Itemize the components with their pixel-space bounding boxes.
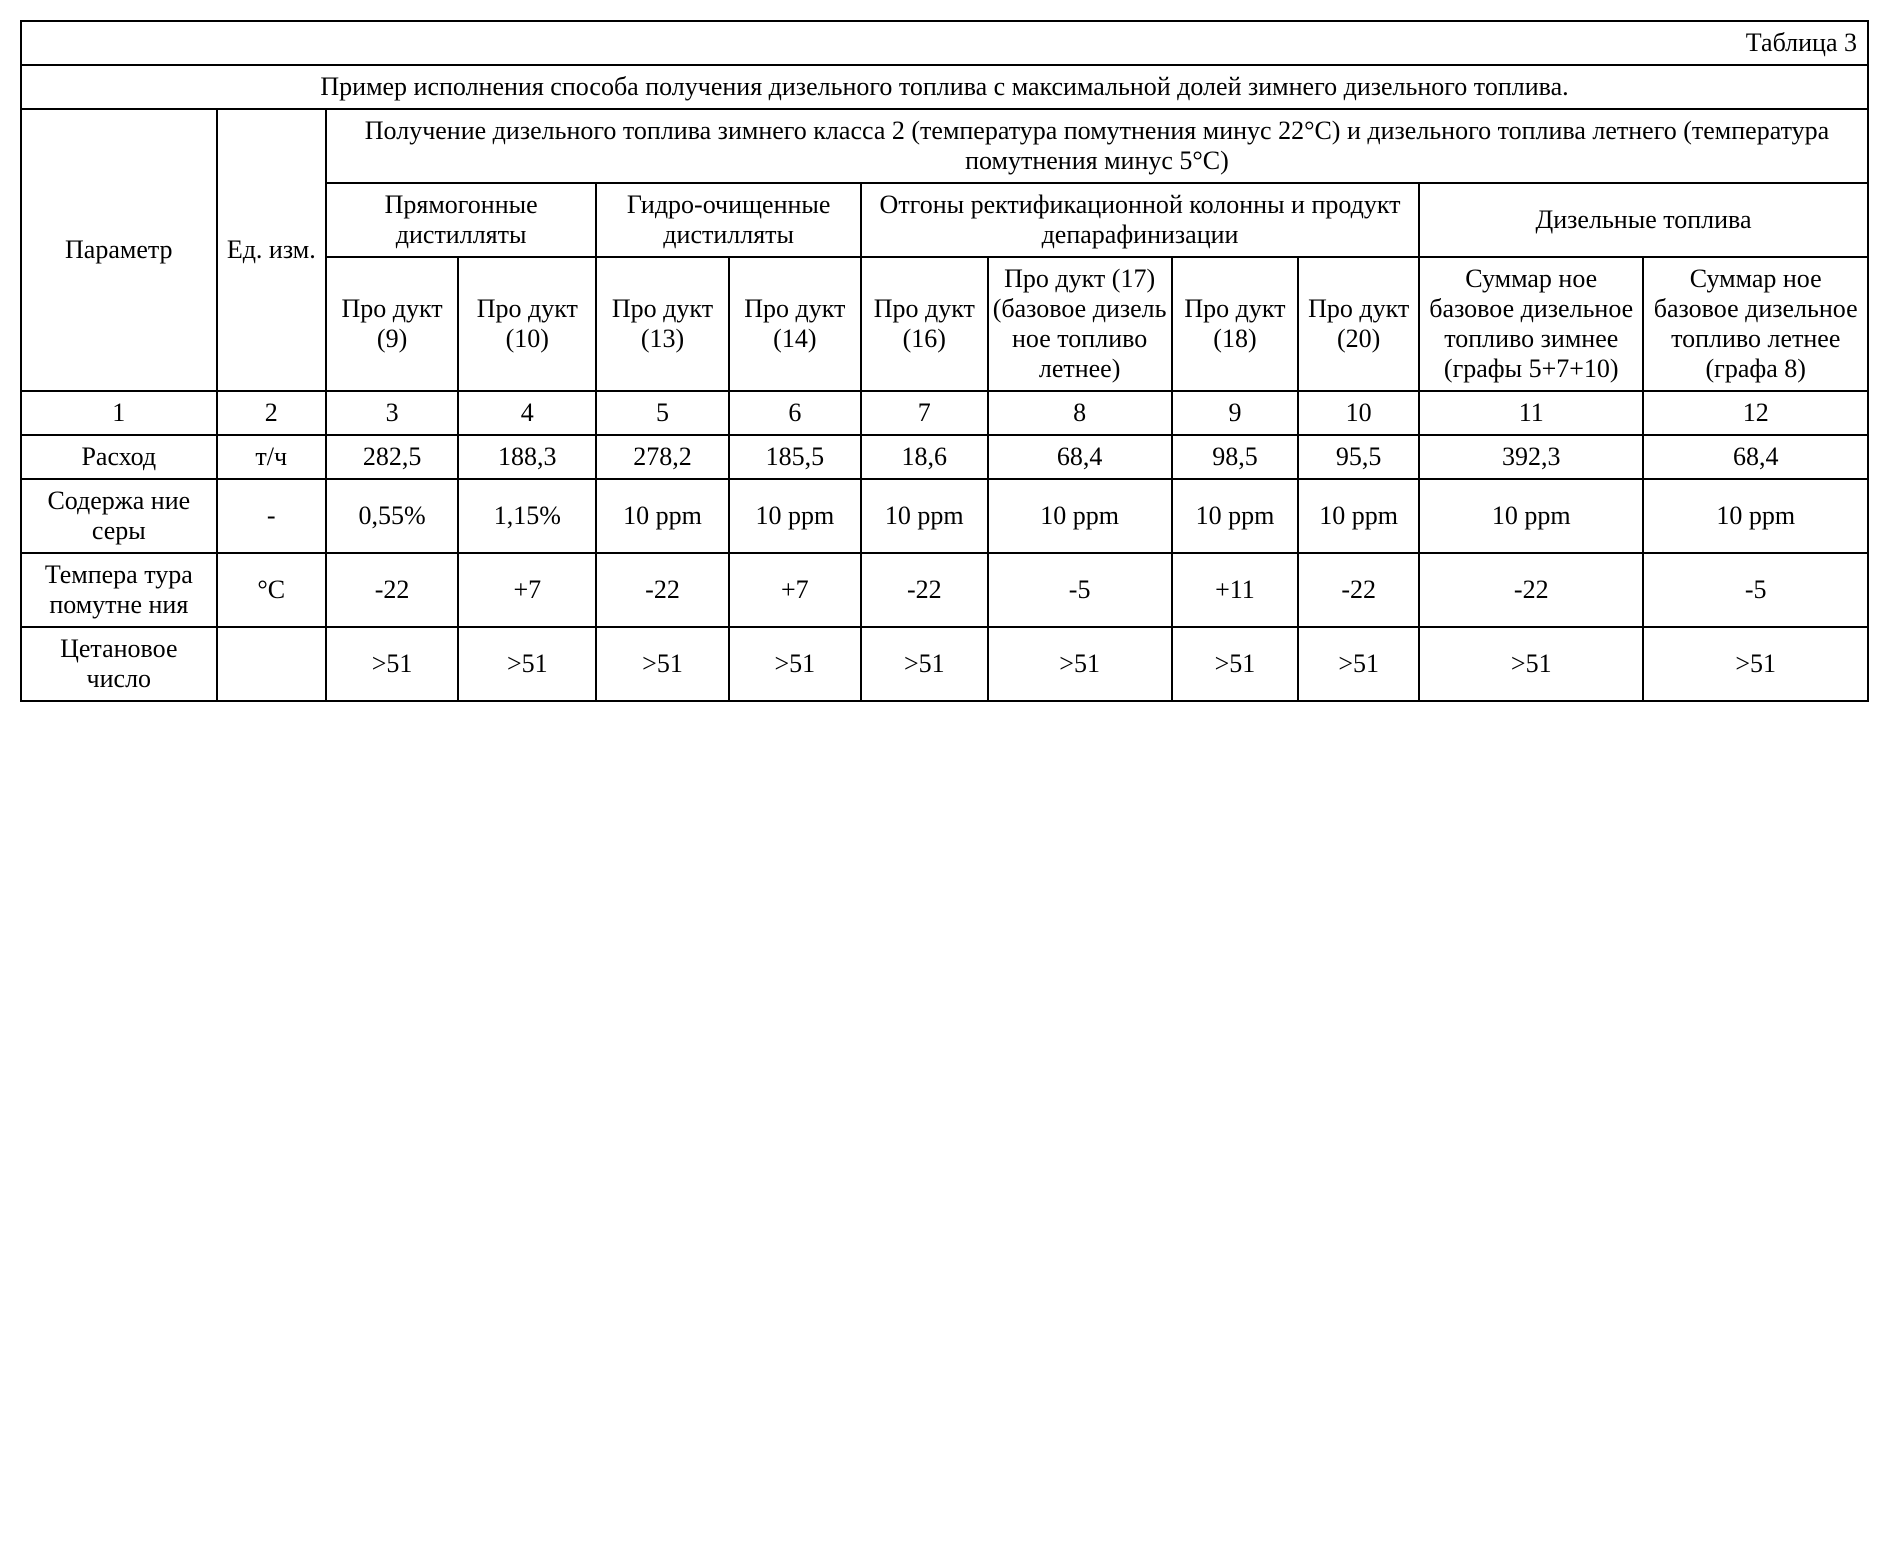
num-5: 5 xyxy=(596,391,728,435)
table-label-row: Таблица 3 xyxy=(21,21,1868,65)
num-9: 9 xyxy=(1172,391,1299,435)
cell-val: +7 xyxy=(458,553,596,627)
cell-val: 10 ppm xyxy=(988,479,1172,553)
cell-unit: °С xyxy=(217,553,326,627)
cell-unit: т/ч xyxy=(217,435,326,479)
cell-val: 98,5 xyxy=(1172,435,1299,479)
cell-val: 392,3 xyxy=(1419,435,1643,479)
cell-param: Содержа ние серы xyxy=(21,479,217,553)
cell-val: 10 ppm xyxy=(1298,479,1419,553)
num-12: 12 xyxy=(1643,391,1868,435)
cell-val: >51 xyxy=(729,627,861,701)
cell-val: 10 ppm xyxy=(1172,479,1299,553)
cell-val: -22 xyxy=(1419,553,1643,627)
cell-val: >51 xyxy=(1419,627,1643,701)
cell-val: -22 xyxy=(861,553,988,627)
table-row: Расход т/ч 282,5 188,3 278,2 185,5 18,6 … xyxy=(21,435,1868,479)
cell-val: 10 ppm xyxy=(1643,479,1868,553)
group-3: Отгоны ректификационной колонны и продук… xyxy=(861,183,1419,257)
cell-val: 188,3 xyxy=(458,435,596,479)
num-2: 2 xyxy=(217,391,326,435)
table-row: Цетановое число >51 >51 >51 >51 >51 >51 … xyxy=(21,627,1868,701)
cell-val: >51 xyxy=(988,627,1172,701)
cell-val: >51 xyxy=(1298,627,1419,701)
cell-val: >51 xyxy=(326,627,458,701)
cell-val: 95,5 xyxy=(1298,435,1419,479)
title-row: Пример исполнения способа получения дизе… xyxy=(21,65,1868,109)
num-6: 6 xyxy=(729,391,861,435)
num-11: 11 xyxy=(1419,391,1643,435)
cell-val: >51 xyxy=(861,627,988,701)
cell-val: -5 xyxy=(1643,553,1868,627)
table-title: Пример исполнения способа получения дизе… xyxy=(21,65,1868,109)
cell-val: 10 ppm xyxy=(596,479,728,553)
group-2: Гидро-очищенные дистилляты xyxy=(596,183,861,257)
cell-unit xyxy=(217,627,326,701)
num-10: 10 xyxy=(1298,391,1419,435)
cell-val: 18,6 xyxy=(861,435,988,479)
cell-val: 68,4 xyxy=(1643,435,1868,479)
cell-val: 68,4 xyxy=(988,435,1172,479)
col-6: Про дукт (14) xyxy=(729,257,861,391)
header-row-1: Параметр Ед. изм. Получение дизельного т… xyxy=(21,109,1868,183)
cell-param: Темпера тура помутне ния xyxy=(21,553,217,627)
cell-val: >51 xyxy=(1643,627,1868,701)
group-1: Прямогонные дистилляты xyxy=(326,183,596,257)
cell-val: -22 xyxy=(596,553,728,627)
table-label: Таблица 3 xyxy=(21,21,1868,65)
col-4: Про дукт (10) xyxy=(458,257,596,391)
cell-val: >51 xyxy=(458,627,596,701)
table-row: Темпера тура помутне ния °С -22 +7 -22 +… xyxy=(21,553,1868,627)
group-4: Дизельные топлива xyxy=(1419,183,1868,257)
cell-val: 10 ppm xyxy=(729,479,861,553)
cell-val: 10 ppm xyxy=(861,479,988,553)
cell-val: 1,15% xyxy=(458,479,596,553)
cell-val: -22 xyxy=(326,553,458,627)
col-11: Суммар ное базовое дизельное топливо зим… xyxy=(1419,257,1643,391)
num-8: 8 xyxy=(988,391,1172,435)
col-5: Про дукт (13) xyxy=(596,257,728,391)
cell-param: Расход xyxy=(21,435,217,479)
cell-val: >51 xyxy=(596,627,728,701)
col-3: Про дукт (9) xyxy=(326,257,458,391)
cell-val: 185,5 xyxy=(729,435,861,479)
cell-param: Цетановое число xyxy=(21,627,217,701)
cell-val: 278,2 xyxy=(596,435,728,479)
cell-val: 282,5 xyxy=(326,435,458,479)
col-10: Про дукт (20) xyxy=(1298,257,1419,391)
table-row: Содержа ние серы - 0,55% 1,15% 10 ppm 10… xyxy=(21,479,1868,553)
cell-val: +11 xyxy=(1172,553,1299,627)
num-3: 3 xyxy=(326,391,458,435)
cell-val: >51 xyxy=(1172,627,1299,701)
cell-val: -22 xyxy=(1298,553,1419,627)
cell-val: 0,55% xyxy=(326,479,458,553)
data-table: Таблица 3 Пример исполнения способа полу… xyxy=(20,20,1869,702)
col-12: Суммар ное базовое дизельное топливо лет… xyxy=(1643,257,1868,391)
group-top: Получение дизельного топлива зимнего кла… xyxy=(326,109,1868,183)
num-4: 4 xyxy=(458,391,596,435)
column-number-row: 1 2 3 4 5 6 7 8 9 10 11 12 xyxy=(21,391,1868,435)
cell-val: -5 xyxy=(988,553,1172,627)
cell-val: +7 xyxy=(729,553,861,627)
num-1: 1 xyxy=(21,391,217,435)
cell-unit: - xyxy=(217,479,326,553)
col-unit: Ед. изм. xyxy=(217,109,326,391)
num-7: 7 xyxy=(861,391,988,435)
col-9: Про дукт (18) xyxy=(1172,257,1299,391)
col-7: Про дукт (16) xyxy=(861,257,988,391)
col-8: Про дукт (17) (базовое дизель ное топлив… xyxy=(988,257,1172,391)
col-parameter: Параметр xyxy=(21,109,217,391)
cell-val: 10 ppm xyxy=(1419,479,1643,553)
